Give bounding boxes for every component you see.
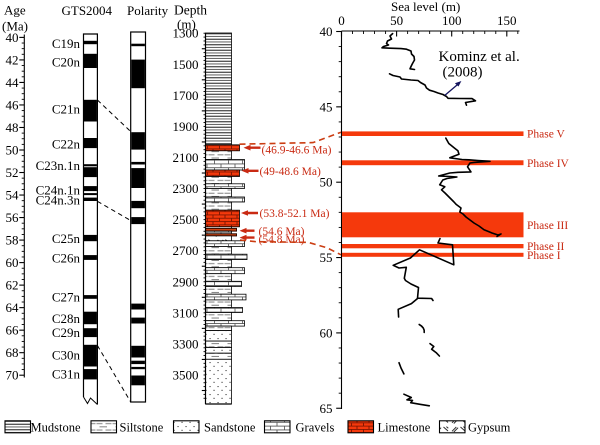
svg-text:Sandstone: Sandstone bbox=[204, 421, 256, 435]
svg-text:58: 58 bbox=[6, 233, 19, 248]
svg-text:Kominz et al.: Kominz et al. bbox=[439, 49, 520, 65]
svg-text:50: 50 bbox=[6, 143, 19, 158]
svg-text:Depth: Depth bbox=[174, 3, 207, 18]
svg-text:3500: 3500 bbox=[173, 367, 199, 382]
svg-text:1900: 1900 bbox=[173, 119, 199, 134]
svg-text:Phase IV: Phase IV bbox=[527, 158, 570, 170]
svg-text:60: 60 bbox=[6, 255, 19, 270]
svg-text:68: 68 bbox=[6, 345, 19, 360]
svg-text:(46.9-46.6 Ma): (46.9-46.6 Ma) bbox=[262, 144, 332, 156]
svg-text:C26n: C26n bbox=[52, 251, 81, 266]
svg-text:54: 54 bbox=[6, 188, 20, 203]
svg-text:52: 52 bbox=[6, 165, 19, 180]
svg-text:46: 46 bbox=[6, 97, 20, 112]
svg-text:Mudstone: Mudstone bbox=[31, 421, 81, 435]
svg-text:50: 50 bbox=[390, 13, 403, 28]
svg-text:0: 0 bbox=[338, 13, 345, 28]
svg-text:(54.6 Ma): (54.6 Ma) bbox=[259, 226, 305, 238]
svg-text:Gravels: Gravels bbox=[296, 421, 335, 435]
svg-text:45: 45 bbox=[320, 99, 333, 114]
svg-text:65: 65 bbox=[320, 401, 333, 416]
svg-text:C21n: C21n bbox=[52, 102, 81, 117]
svg-text:55: 55 bbox=[320, 250, 333, 265]
svg-text:Sea level (m): Sea level (m) bbox=[391, 0, 460, 14]
svg-text:64: 64 bbox=[6, 300, 20, 315]
svg-text:1300: 1300 bbox=[173, 26, 199, 41]
svg-text:50: 50 bbox=[320, 175, 333, 190]
svg-text:3300: 3300 bbox=[173, 336, 199, 351]
svg-text:(54.8 Ma): (54.8 Ma) bbox=[259, 234, 305, 246]
svg-text:C23n.1n: C23n.1n bbox=[36, 158, 81, 173]
svg-text:C30n: C30n bbox=[52, 348, 81, 363]
svg-text:100: 100 bbox=[442, 13, 462, 28]
svg-text:Phase I: Phase I bbox=[527, 250, 561, 262]
svg-text:C31n: C31n bbox=[52, 367, 81, 382]
svg-text:Phase III: Phase III bbox=[527, 220, 568, 232]
svg-text:42: 42 bbox=[6, 52, 19, 67]
svg-text:44: 44 bbox=[6, 75, 20, 90]
svg-text:Gypsum: Gypsum bbox=[468, 421, 511, 435]
svg-text:1500: 1500 bbox=[173, 57, 199, 72]
svg-text:62: 62 bbox=[6, 278, 19, 293]
svg-text:Siltstone: Siltstone bbox=[120, 421, 164, 435]
svg-text:2900: 2900 bbox=[173, 274, 199, 289]
svg-text:Age: Age bbox=[4, 3, 26, 18]
svg-text:C25n: C25n bbox=[52, 231, 81, 246]
svg-text:40: 40 bbox=[6, 30, 19, 45]
svg-text:(49-48.6 Ma): (49-48.6 Ma) bbox=[260, 166, 321, 178]
svg-text:Limestone: Limestone bbox=[378, 421, 431, 435]
svg-text:(Ma): (Ma) bbox=[2, 19, 28, 34]
svg-text:C19n: C19n bbox=[52, 36, 81, 51]
svg-text:2100: 2100 bbox=[173, 150, 199, 165]
svg-text:C27n: C27n bbox=[52, 290, 81, 305]
svg-text:C24n.3n: C24n.3n bbox=[36, 192, 81, 207]
svg-text:40: 40 bbox=[320, 24, 333, 39]
svg-text:GTS2004: GTS2004 bbox=[62, 3, 113, 18]
svg-text:56: 56 bbox=[6, 210, 20, 225]
svg-text:66: 66 bbox=[6, 323, 20, 338]
svg-text:Phase II: Phase II bbox=[527, 241, 565, 253]
svg-text:C29n: C29n bbox=[52, 325, 81, 340]
svg-text:C24n.1n: C24n.1n bbox=[36, 183, 81, 198]
svg-text:2500: 2500 bbox=[173, 212, 199, 227]
svg-text:150: 150 bbox=[497, 13, 517, 28]
svg-text:Phase V: Phase V bbox=[527, 129, 565, 141]
svg-text:60: 60 bbox=[320, 325, 333, 340]
svg-text:(2008): (2008) bbox=[443, 65, 483, 81]
svg-text:48: 48 bbox=[6, 120, 19, 135]
svg-text:3100: 3100 bbox=[173, 305, 199, 320]
svg-text:1700: 1700 bbox=[173, 88, 199, 103]
svg-text:(m): (m) bbox=[177, 17, 196, 32]
svg-text:70: 70 bbox=[6, 368, 19, 383]
svg-text:C20n: C20n bbox=[52, 55, 81, 70]
svg-text:2300: 2300 bbox=[173, 181, 199, 196]
svg-text:Polarity: Polarity bbox=[127, 3, 169, 18]
svg-text:(53.8-52.1 Ma): (53.8-52.1 Ma) bbox=[260, 208, 330, 220]
svg-text:C28n: C28n bbox=[52, 311, 81, 326]
svg-text:2700: 2700 bbox=[173, 243, 199, 258]
svg-text:C22n: C22n bbox=[52, 137, 81, 152]
